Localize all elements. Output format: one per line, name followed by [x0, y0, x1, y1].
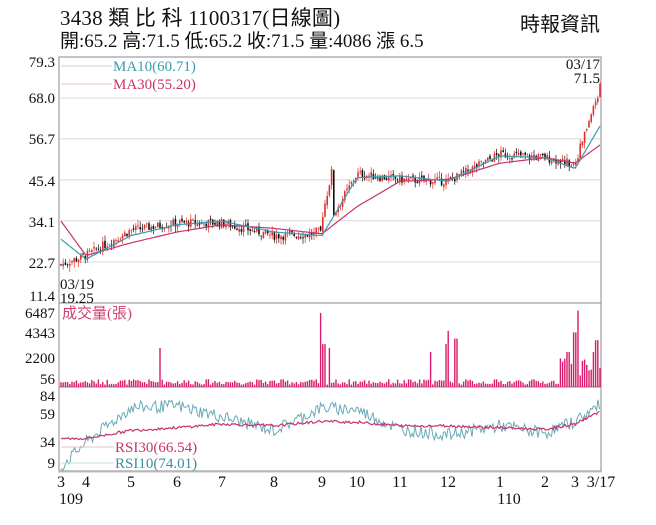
ma10-legend: MA10(60.71) — [113, 59, 196, 75]
moving-average-lines — [60, 125, 601, 260]
x-tick: 7 — [218, 474, 226, 491]
grid-lines — [59, 97, 601, 263]
rsi-tick: 9 — [48, 456, 56, 472]
x-tick: 8 — [270, 474, 278, 491]
x-tick: 3 — [57, 474, 65, 491]
price-tick: 56.7 — [29, 132, 56, 148]
ohlc-summary: 開:65.2 高:71.5 低:65.2 收:71.5 量:4086 漲 6.5 — [60, 31, 424, 52]
x-tick: 6 — [173, 474, 181, 491]
price-tick: 68.0 — [29, 91, 55, 107]
year-label: 109 — [59, 491, 83, 508]
brand-label: 時報資訊 — [520, 14, 600, 36]
volume-tick: 2200 — [25, 351, 55, 367]
x-tick: 2 — [541, 474, 549, 491]
low-value-annotation: 19.25 — [60, 291, 94, 307]
panel-frames — [58, 56, 602, 473]
x-tick: 4 — [82, 474, 90, 491]
x-tick: 10 — [349, 474, 365, 491]
x-tick: 3 — [571, 474, 579, 491]
x-tick: 11 — [392, 474, 407, 491]
volume-tick: 4343 — [25, 326, 55, 342]
price-tick: 45.4 — [29, 174, 56, 190]
low-date-annotation: 03/19 — [60, 277, 94, 293]
rsi-tick: 84 — [40, 389, 56, 405]
x-tick: 5 — [127, 474, 135, 491]
high-value-annotation: 71.5 — [574, 71, 600, 87]
price-tick: 79.3 — [29, 55, 55, 71]
volume-bars — [60, 310, 601, 387]
price-tick: 11.4 — [29, 289, 55, 305]
rsi30-legend: RSI30(66.54) — [115, 440, 197, 456]
price-tick: 22.7 — [29, 256, 56, 272]
rsi-tick: 34 — [40, 435, 56, 451]
rsi10-legend: RSI10(74.01) — [115, 456, 197, 472]
price-tick: 34.1 — [29, 215, 55, 231]
volume-tick: 56 — [40, 372, 56, 388]
year-label: 110 — [497, 491, 520, 508]
high-date-annotation: 03/17 — [566, 57, 601, 73]
volume-tick: 6487 — [25, 306, 56, 322]
rsi-tick: 59 — [40, 407, 55, 423]
x-tick: 9 — [318, 474, 326, 491]
ma30-legend: MA30(55.20) — [113, 77, 196, 93]
x-tick: 1 — [496, 474, 504, 491]
chart-title: 3438 類 比 科 1100317(日線圖) — [60, 6, 341, 30]
x-tick: 12 — [440, 474, 456, 491]
rsi-lines — [60, 399, 600, 472]
volume-label: 成交量(張) — [62, 304, 132, 322]
candlesticks — [60, 81, 601, 272]
x-tick: 3/17 — [587, 474, 615, 491]
